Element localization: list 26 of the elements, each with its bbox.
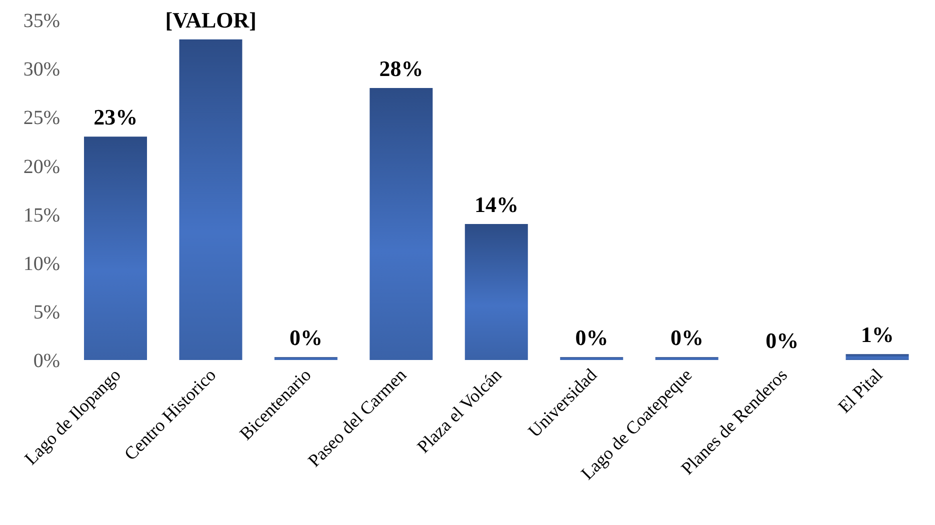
y-tick-label: 35%	[23, 10, 60, 32]
data-label: 0%	[766, 328, 799, 353]
bar	[655, 357, 718, 360]
bar	[84, 136, 147, 360]
x-tick-label: El Pital	[834, 364, 886, 417]
y-tick-label: 25%	[23, 107, 60, 130]
data-label: [VALOR]	[165, 7, 256, 32]
data-label: 0%	[670, 325, 704, 350]
bar	[560, 357, 624, 360]
bar	[179, 39, 242, 360]
data-label: 23%	[94, 104, 138, 130]
bar	[370, 88, 433, 360]
y-tick-label: 0%	[33, 350, 60, 372]
y-tick-label: 30%	[23, 58, 60, 81]
data-label: 14%	[474, 192, 518, 217]
y-tick-label: 10%	[23, 252, 60, 275]
data-label: 1%	[860, 322, 894, 348]
data-label: 0%	[575, 325, 608, 350]
data-label: 0%	[290, 325, 323, 350]
data-label: 28%	[379, 56, 424, 81]
y-tick-label: 15%	[23, 204, 60, 226]
y-tick-label: 20%	[23, 156, 60, 178]
bar	[464, 224, 528, 360]
bar	[274, 357, 338, 360]
bar	[846, 354, 909, 360]
y-tick-label: 5%	[33, 302, 60, 324]
